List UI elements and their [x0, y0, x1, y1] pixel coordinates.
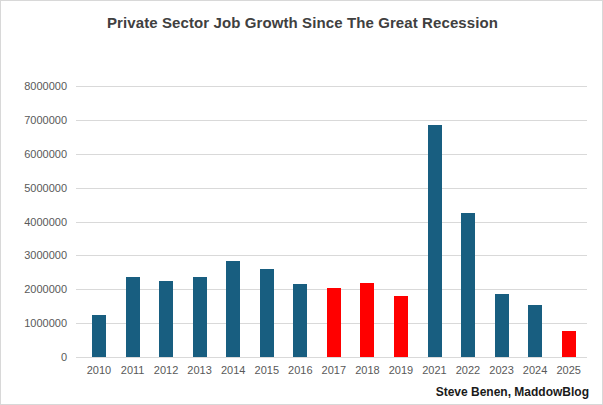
bar-2011: [126, 277, 140, 357]
x-axis-tick-label: 2019: [383, 364, 419, 376]
bar-2014: [226, 261, 240, 358]
x-axis-tick-label: 2013: [182, 364, 218, 376]
x-axis-tick-label: 2016: [282, 364, 318, 376]
y-axis-tick-label: 7000000: [1, 114, 67, 126]
bar-2010: [92, 315, 106, 357]
attribution: Steve Benen, MaddowBlog: [436, 385, 589, 399]
bar-2021: [428, 125, 442, 357]
x-axis-tick-label: 2014: [215, 364, 251, 376]
bar-2015: [260, 269, 274, 357]
gridline: [76, 154, 587, 155]
y-axis-tick-label: 5000000: [1, 182, 67, 194]
bar-2024: [528, 305, 542, 358]
bar-2017: [327, 288, 341, 357]
y-axis-tick-label: 0: [1, 351, 67, 363]
bar-2023: [495, 294, 509, 357]
gridline: [76, 255, 587, 256]
x-axis-tick-label: 2025: [551, 364, 587, 376]
x-axis-tick-label: 2024: [517, 364, 553, 376]
y-axis-tick-label: 2000000: [1, 283, 67, 295]
x-axis-tick-label: 2012: [148, 364, 184, 376]
y-axis-tick-label: 4000000: [1, 216, 67, 228]
x-axis-tick-label: 2011: [115, 364, 151, 376]
bar-2022: [461, 213, 475, 357]
gridline: [76, 357, 587, 358]
x-axis-tick-label: 2017: [316, 364, 352, 376]
x-axis-tick-label: 2018: [349, 364, 385, 376]
bar-2016: [293, 284, 307, 357]
bar-2019: [394, 296, 408, 357]
y-axis-tick-label: 6000000: [1, 148, 67, 160]
bar-2012: [159, 281, 173, 357]
x-axis-tick-label: 2022: [450, 364, 486, 376]
gridline: [76, 86, 587, 87]
chart-title: Private Sector Job Growth Since The Grea…: [1, 14, 603, 31]
gridline: [76, 222, 587, 223]
bar-2013: [193, 277, 207, 357]
x-axis-tick-label: 2021: [417, 364, 453, 376]
x-axis-tick-label: 2015: [249, 364, 285, 376]
y-axis-tick-label: 8000000: [1, 80, 67, 92]
chart-frame: Private Sector Job Growth Since The Grea…: [0, 0, 603, 405]
bar-2018: [360, 283, 374, 358]
x-axis-tick-label: 2023: [484, 364, 520, 376]
y-axis-tick-label: 3000000: [1, 249, 67, 261]
gridline: [76, 188, 587, 189]
gridline: [76, 120, 587, 121]
y-axis-tick-label: 1000000: [1, 317, 67, 329]
bar-2025: [562, 331, 576, 357]
x-axis-tick-label: 2010: [81, 364, 117, 376]
